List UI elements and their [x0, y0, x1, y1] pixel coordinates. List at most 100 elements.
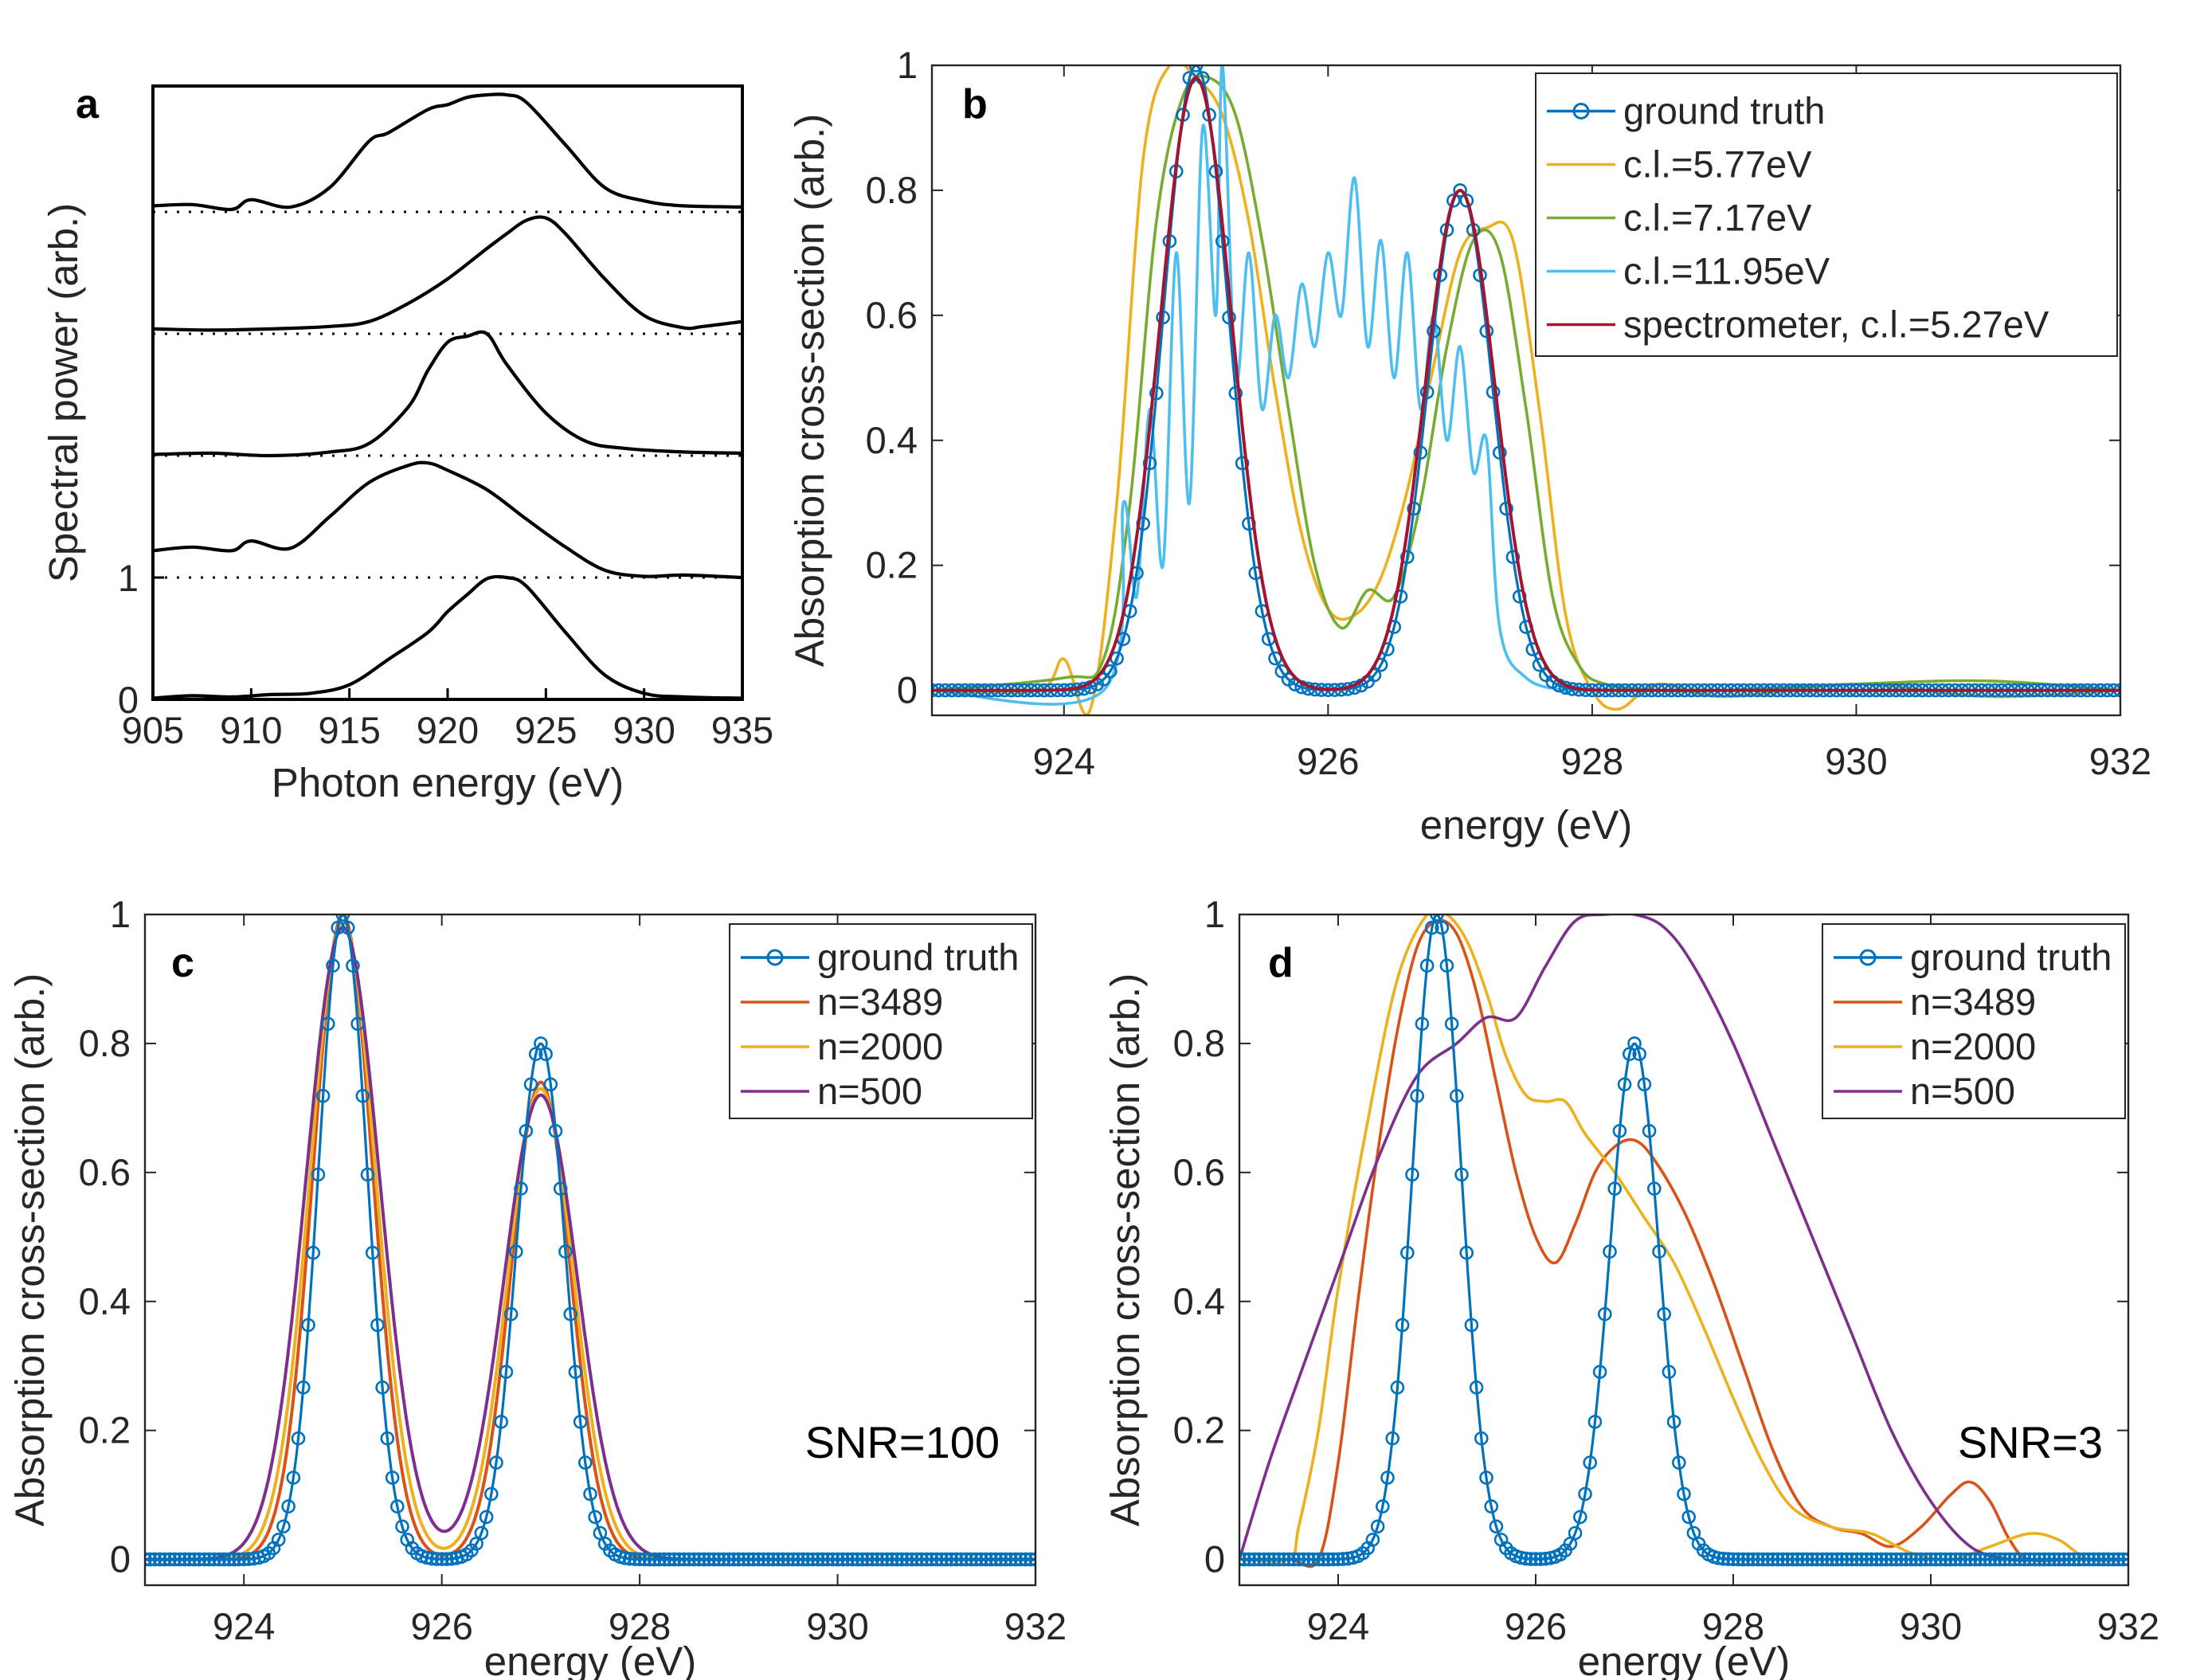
ground-truth-marker — [1331, 1552, 1345, 1567]
ground-truth-marker — [1257, 1552, 1271, 1567]
ground-truth-marker — [1425, 920, 1439, 935]
ground-truth-marker — [237, 1552, 252, 1567]
ground-truth-marker — [1746, 1552, 1760, 1567]
ground-truth-marker — [1800, 1552, 1814, 1567]
spectrum-pulse-2 — [153, 460, 742, 580]
ground-truth-marker — [667, 1552, 682, 1567]
ground-truth-marker — [1677, 1486, 1691, 1502]
ground-truth-marker — [726, 1552, 741, 1567]
ground-truth-marker — [1400, 1245, 1415, 1260]
spectrum-pulse-1 — [153, 574, 742, 699]
ground-truth-marker — [771, 1552, 785, 1567]
ground-truth-marker — [385, 1470, 400, 1485]
ground-truth-marker — [320, 1016, 335, 1032]
ground-truth-marker — [1156, 310, 1170, 325]
ground-truth-marker — [1239, 1552, 1251, 1567]
ground-truth-marker — [1282, 1552, 1296, 1567]
ground-truth-marker — [1760, 1552, 1775, 1567]
series-group — [932, 65, 2120, 715]
ground-truth-marker — [1740, 1552, 1756, 1567]
ground-truth-marker — [514, 1181, 528, 1196]
ground-truth-marker — [365, 1245, 380, 1260]
ground-truth-marker — [973, 1552, 988, 1567]
ground-truth-marker — [1493, 445, 1507, 460]
ground-truth-marker — [1820, 1552, 1834, 1567]
ground-truth-marker — [1410, 1089, 1424, 1103]
y-axis-label: Absorption cross-section (arb.) — [787, 114, 832, 667]
x-tick-label: 925 — [515, 709, 577, 751]
ground-truth-marker — [1405, 1167, 1419, 1182]
ground-truth-marker — [1376, 1499, 1390, 1514]
ground-truth-marker — [1277, 1552, 1291, 1567]
ground-truth-marker — [687, 1552, 702, 1567]
ground-truth-marker — [145, 1552, 152, 1567]
y-tick-label: 0.2 — [866, 544, 918, 586]
x-tick-label: 926 — [1297, 740, 1359, 782]
x-tick-label: 910 — [220, 709, 282, 751]
ground-truth-marker — [1657, 1306, 1671, 1322]
ground-truth-marker — [959, 1552, 973, 1567]
ground-truth-marker — [197, 1552, 212, 1567]
y-tick-label: 0.4 — [79, 1280, 131, 1322]
ground-truth-marker — [904, 1552, 919, 1567]
ground-truth-marker — [241, 1552, 256, 1566]
ground-truth-marker — [1607, 1181, 1622, 1196]
ground-truth-marker — [722, 1552, 736, 1567]
ground-truth-marker — [1430, 914, 1444, 922]
ground-truth-marker — [1524, 1552, 1538, 1566]
y-tick-label: 0 — [1204, 1538, 1225, 1580]
ground-truth-marker — [1326, 1552, 1341, 1567]
ground-truth-marker — [380, 1431, 395, 1446]
ground-truth-marker — [1987, 1552, 2002, 1567]
ground-truth-marker — [1336, 1552, 1350, 1566]
series-group — [153, 92, 742, 699]
x-tick-label: 915 — [318, 709, 380, 751]
spectrum-pulse-5 — [153, 92, 742, 212]
ground-truth-marker — [1721, 1552, 1736, 1566]
ground-truth-marker — [346, 958, 360, 973]
legend-box — [1535, 72, 2118, 357]
ground-truth-marker — [1790, 1552, 1805, 1567]
ground-truth-marker — [1415, 1016, 1430, 1032]
y-tick-label: 0.8 — [79, 1022, 131, 1064]
ground-truth-marker — [2121, 1552, 2128, 1567]
x-tick-label: 932 — [2089, 740, 2151, 782]
ground-truth-marker — [1321, 1552, 1336, 1567]
y-axis-label: Absorption cross-section (arb.) — [1102, 973, 1148, 1526]
panel-b: 924 926 928 930 932 0 0.2 0.4 0.6 0.8 1 ground trut… — [787, 44, 2151, 848]
x-tick-label: 928 — [1561, 740, 1623, 782]
ground-truth-marker — [1529, 1552, 1543, 1566]
ground-truth-marker — [776, 1552, 791, 1567]
ground-truth-marker — [232, 1552, 246, 1567]
series-group — [145, 914, 1035, 1567]
ground-truth-marker — [1672, 1455, 1686, 1470]
ground-truth-marker — [246, 1551, 261, 1566]
ground-truth-marker — [440, 1552, 454, 1566]
ground-truth-marker — [1453, 183, 1467, 198]
ground-truth-marker — [1222, 310, 1236, 325]
ground-truth-marker — [894, 1552, 910, 1567]
ground-truth-marker — [2067, 1552, 2081, 1567]
ground-truth-marker — [291, 1431, 306, 1446]
series-line-c-l-5-77ev — [932, 65, 2120, 715]
ground-truth-marker — [682, 1552, 697, 1567]
y-tick-label: 0 — [897, 669, 918, 711]
ground-truth-marker — [1489, 1519, 1504, 1534]
legend-entry: c.l.=7.17eV — [1623, 197, 1812, 239]
ground-truth-marker — [1731, 1552, 1745, 1567]
series-line-spectrometer-c-l-5-27ev — [932, 76, 2120, 692]
panel-c: 924 926 928 930 932 0 0.2 0.4 0.6 0.8 1 ground trut… — [7, 893, 1067, 1680]
ground-truth-marker — [1407, 501, 1421, 516]
ground-truth-marker — [1370, 1519, 1385, 1534]
ground-truth-marker — [830, 1552, 845, 1567]
ground-truth-marker — [145, 1552, 157, 1567]
ground-truth-marker — [1262, 1552, 1276, 1567]
ground-truth-marker — [1008, 1552, 1023, 1567]
ground-truth-marker — [350, 1016, 365, 1032]
y-axis-label: Spectral power (arb.) — [41, 203, 86, 582]
y-tick-label: 0.8 — [1173, 1022, 1225, 1064]
ground-truth-marker — [1805, 1552, 1819, 1567]
ground-truth-marker — [1341, 1551, 1356, 1566]
ground-truth-marker — [1904, 1552, 1918, 1567]
